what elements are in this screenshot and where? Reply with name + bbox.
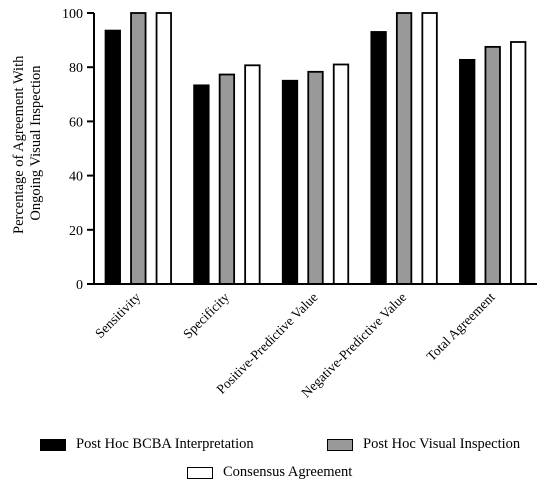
bar-0-3 [370,31,387,285]
bar-1-1 [218,73,236,285]
y-axis-title-line-2: Ongoing Visual Inspection [28,65,44,221]
bar-2-2 [332,63,350,285]
bar-2-1 [244,64,261,285]
category-label: Total Agreement [423,289,498,364]
bar-0-2 [281,79,299,285]
y-tick-label: 20 [69,224,83,239]
y-axis-title-line-1: Percentage of Agreement With [11,55,27,234]
bar-1-3 [395,12,413,285]
y-tick-label: 80 [69,61,83,76]
legend-swatch-consensus [187,466,213,479]
y-tick-label: 40 [69,170,83,185]
bar-1-2 [307,70,324,285]
bar-0-0 [104,29,121,285]
legend-label-consensus: Consensus Agreement [223,464,353,480]
bar-2-3 [421,12,438,285]
legend-item-visual-inspection: Post Hoc Visual Inspection [327,436,520,453]
category-label: Sensitivity [92,289,144,341]
category-label: Specificity [180,289,232,341]
y-tick-label: 100 [62,7,83,22]
y-axis-title: Percentage of Agreement With Ongoing Vis… [11,52,44,234]
legend-item-bcba: Post Hoc BCBA Interpretation [40,436,254,453]
bar-0-1 [193,84,210,285]
bar-1-4 [484,45,501,285]
category-label: Negative-Predictive Value [298,290,409,401]
legend-label-visual-inspection: Post Hoc Visual Inspection [363,436,521,452]
bar-chart: Percentage of Agreement With Ongoing Vis… [11,7,537,401]
bar-2-0 [155,12,172,285]
bar-2-4 [510,41,527,285]
category-label: Positive-Predictive Value [213,290,320,397]
legend-label-bcba: Post Hoc BCBA Interpretation [76,436,254,452]
y-tick-label: 60 [69,115,83,130]
bar-1-0 [130,12,147,285]
legend-item-consensus: Consensus Agreement [187,464,352,481]
legend-swatch-bcba [40,438,66,451]
bar-0-4 [459,58,476,285]
y-tick-label: 0 [76,278,83,293]
legend-swatch-visual-inspection [327,438,353,451]
